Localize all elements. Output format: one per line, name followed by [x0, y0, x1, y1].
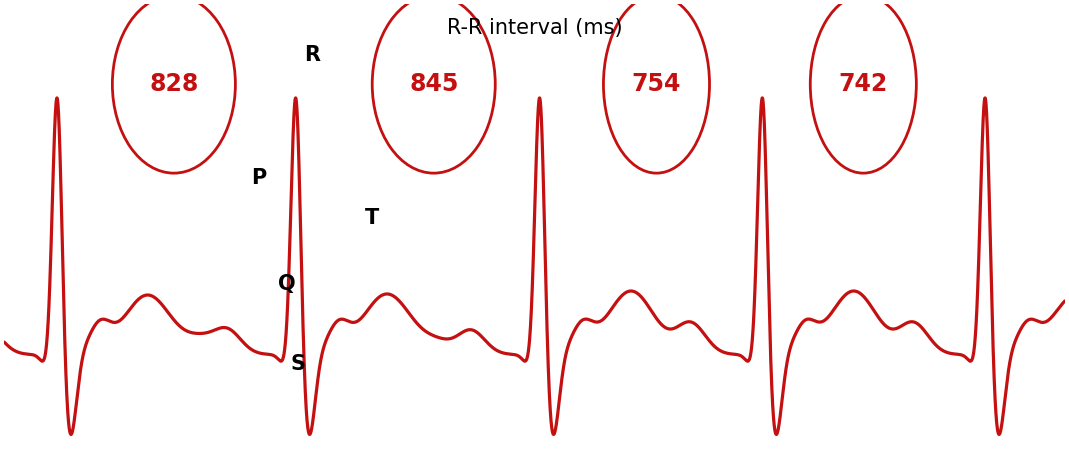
Text: 754: 754: [632, 72, 681, 96]
Text: 845: 845: [409, 72, 459, 96]
Text: P: P: [251, 168, 266, 188]
Text: 828: 828: [150, 72, 199, 96]
Text: Q: Q: [278, 275, 295, 294]
Text: R: R: [305, 45, 321, 65]
Text: R-R interval (ms): R-R interval (ms): [447, 18, 622, 38]
Text: T: T: [365, 207, 379, 227]
Text: S: S: [291, 354, 306, 374]
Text: 742: 742: [839, 72, 888, 96]
